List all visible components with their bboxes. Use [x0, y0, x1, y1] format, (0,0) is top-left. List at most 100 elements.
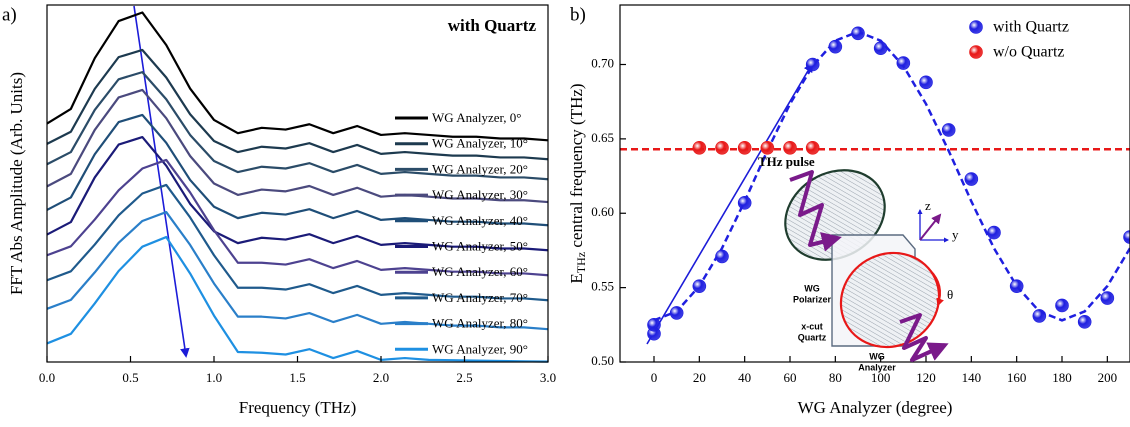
data-point: [964, 172, 979, 186]
x-tick-label: 3.0: [540, 370, 556, 385]
data-point: [737, 141, 752, 155]
legend-label: WG Analyzer, 60°: [432, 264, 528, 279]
y-axis-label: ETHz central frequency (THz): [567, 83, 588, 283]
series-line: [46, 71, 549, 181]
data-point: [760, 141, 775, 155]
inset-label: Polarizer: [793, 294, 832, 304]
inset-label: THz pulse: [758, 154, 815, 169]
annotation: with Quartz: [448, 16, 537, 35]
data-point: [737, 196, 752, 210]
series-line: [46, 183, 549, 302]
trend-arrow: [133, 5, 190, 358]
series-line: [46, 210, 549, 331]
legend-marker: [969, 45, 983, 59]
inset-label: x-cut: [801, 321, 823, 331]
series-line: [46, 11, 549, 142]
y-tick-label: 0.70: [591, 55, 614, 70]
polarization-arrow: [919, 213, 942, 241]
legend-label: WG Analyzer, 30°: [432, 187, 528, 202]
data-point: [669, 306, 684, 320]
y-axis-label-part: E: [567, 273, 586, 283]
y-axis-label-part: THz: [574, 252, 588, 273]
plot-frame: [619, 4, 1130, 363]
inset-label: θ: [947, 287, 953, 302]
data-point: [873, 41, 888, 55]
legend-label: WG Analyzer, 10°: [432, 136, 528, 151]
legend-label: WG Analyzer, 50°: [432, 238, 528, 253]
x-tick-label: 0.0: [39, 370, 55, 385]
x-axis-label: Frequency (THz): [239, 398, 357, 417]
data-point: [1123, 230, 1130, 244]
legend-label: WG Analyzer, 90°: [432, 341, 528, 356]
series-line: [46, 113, 549, 227]
legend-label: WG Analyzer, 80°: [432, 316, 528, 331]
inset-label: y: [952, 227, 959, 242]
legend-marker: [969, 20, 983, 34]
inset-label: z: [925, 198, 931, 213]
x-tick-label: 120: [916, 370, 936, 385]
y-tick-label: 0.55: [591, 279, 614, 294]
x-tick-label: 0.5: [122, 370, 138, 385]
pulse-wave: [899, 313, 949, 362]
data-point: [1032, 309, 1047, 323]
fit-curve: [653, 30, 1130, 322]
trend-arrow: [646, 62, 813, 345]
legend-label: WG Analyzer, 40°: [432, 213, 528, 228]
legend-label: WG Analyzer, 70°: [432, 290, 528, 305]
data-point: [1077, 315, 1092, 329]
x-tick-label: 60: [784, 370, 797, 385]
pulse-wave: [789, 170, 842, 252]
x-axis-label: WG Analyzer (degree): [798, 398, 953, 417]
x-tick-label: 180: [1052, 370, 1072, 385]
panel-label: b): [570, 4, 586, 25]
panel-b: 0 20 40 60 80 100 120 140 160 180 200 0.50 0.55 0.60 0…: [567, 4, 1130, 417]
data-point: [941, 123, 956, 137]
data-point: [1100, 291, 1115, 305]
x-tick-label: 160: [1007, 370, 1027, 385]
data-point: [692, 141, 707, 155]
data-point: [715, 141, 729, 155]
legend-label: WG Analyzer, 20°: [432, 161, 528, 176]
data-point: [715, 249, 729, 264]
x-tick-label: 80: [829, 370, 842, 385]
legend-label: WG Analyzer, 0°: [432, 110, 522, 125]
data-point: [692, 279, 707, 293]
x-tick-label: 1.0: [206, 370, 222, 385]
x-tick-label: 1.5: [289, 370, 305, 385]
inset-diagram: THz pulseWGPolarizerx-cutQuartzWGAnalyze…: [758, 154, 959, 372]
data-point: [1009, 279, 1024, 293]
data-point: [919, 75, 933, 90]
series-line: [46, 135, 549, 252]
panel-a: 0.0 0.5 1.0 1.5 2.0 2.5 3.0 a) Frequency (THz) FF…: [2, 4, 556, 417]
data-point: [851, 26, 865, 41]
inset-label: Analyzer: [858, 362, 896, 372]
plot-area: [620, 26, 1130, 341]
series-line: [46, 48, 549, 161]
rotation-arrow: [929, 269, 944, 307]
data-point: [1055, 298, 1069, 313]
x-tick-label: 100: [871, 370, 891, 385]
x-tick-label: 40: [738, 370, 751, 385]
data-point: [896, 56, 911, 70]
y-axis-label-part: central frequency (THz): [567, 83, 586, 251]
inset-label: WG: [869, 351, 885, 361]
plot-frame: [46, 4, 549, 363]
series-line: [46, 88, 549, 204]
inset-label: WG: [804, 283, 820, 293]
data-point: [647, 318, 661, 332]
data-point: [805, 57, 820, 72]
x-tick-label: 0: [651, 370, 658, 385]
x-tick-label: 200: [1098, 370, 1118, 385]
y-tick-label: 0.50: [591, 353, 614, 368]
legend-label: with Quartz: [993, 19, 1069, 36]
y-axis-label: FFT Abs Amplitude (Arb. Units): [7, 72, 26, 295]
data-point: [783, 141, 797, 155]
data-point: [828, 39, 843, 54]
panel-label: a): [2, 4, 17, 25]
data-point: [805, 141, 820, 155]
x-tick-label: 2.0: [373, 370, 389, 385]
data-point: [987, 225, 1001, 240]
legend-label: w/o Quartz: [993, 44, 1065, 61]
x-tick-label: 20: [693, 370, 706, 385]
